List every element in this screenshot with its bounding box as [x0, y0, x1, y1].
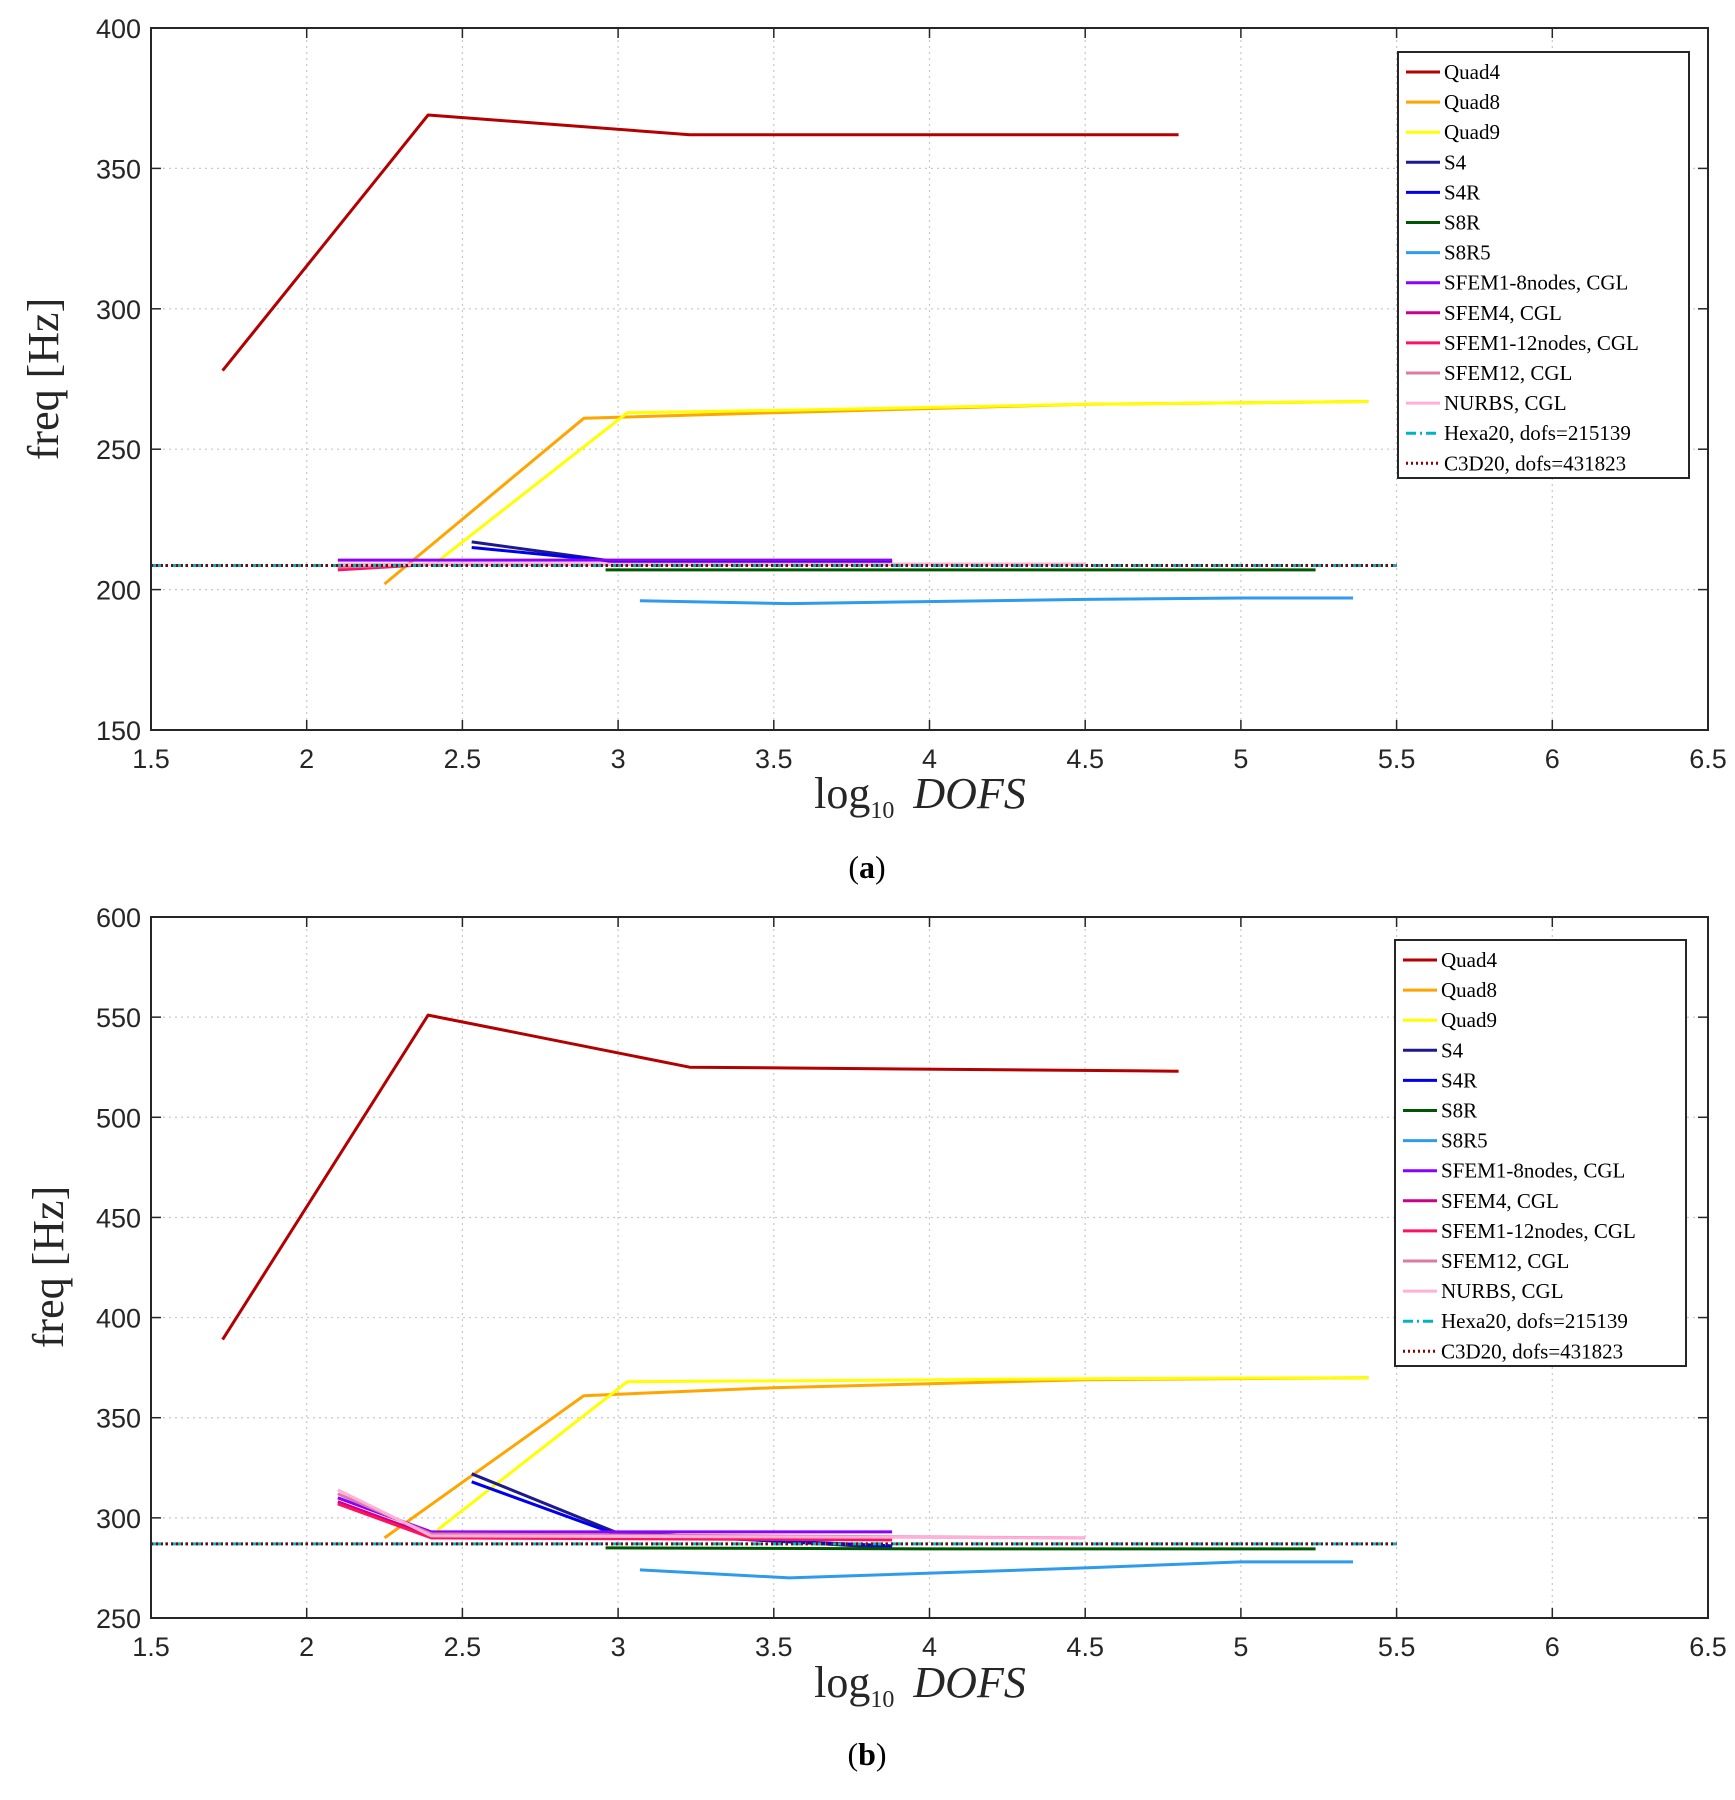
- series-line-s8r5: [639, 1560, 1353, 1580]
- y-tick-label: 450: [96, 1203, 141, 1233]
- legend-label: S8R: [1444, 211, 1480, 235]
- x-tick-label: 6.5: [1689, 744, 1727, 774]
- legend-label: C3D20, dofs=431823: [1441, 1339, 1623, 1363]
- x-tick-label: 2: [299, 1632, 314, 1662]
- plot-area: [151, 1013, 1397, 1580]
- y-tick-label: 150: [96, 716, 141, 746]
- series-line-s4: [471, 540, 893, 563]
- x-tick-label: 4: [922, 744, 937, 774]
- x-tick-label: 2.5: [444, 744, 482, 774]
- legend: Quad4 Quad8 Quad9 S4 S4R S8R S8R5 SFEM1-8nodes,…: [1394, 939, 1687, 1367]
- x-tick-label: 6: [1545, 744, 1560, 774]
- legend-label: SFEM1-12nodes, CGL: [1441, 1219, 1636, 1243]
- x-tick-label: 3.5: [755, 1632, 793, 1662]
- x-tick-label: 5: [1233, 744, 1248, 774]
- legend-label: Hexa20, dofs=215139: [1441, 1309, 1628, 1333]
- x-tick-label: 2.5: [444, 1632, 482, 1662]
- legend-label: SFEM1-8nodes, CGL: [1444, 271, 1628, 295]
- x-tick-label: 5.5: [1378, 1632, 1416, 1662]
- series-line-quad4: [221, 113, 1179, 372]
- x-axis-label: log10 DOFS: [814, 769, 1026, 824]
- x-tick-label: 4.5: [1066, 1632, 1104, 1662]
- chart-1: 1.5 2 2.5 3 3.5 4 4.5 5 5.5 6 6.5 150 200 250 300 350 40…: [19, 14, 1727, 885]
- series-line-quad4: [221, 1013, 1179, 1341]
- series-line-quad9: [436, 1376, 1369, 1532]
- legend-label: S4R: [1444, 180, 1480, 204]
- series-line-s8r: [605, 1546, 1316, 1551]
- legend-label: Quad4: [1441, 948, 1497, 972]
- x-tick-label: 6: [1545, 1632, 1560, 1662]
- legend-label: S8R5: [1444, 241, 1491, 265]
- legend-label: SFEM12, CGL: [1441, 1249, 1569, 1273]
- x-tick-label: 1.5: [132, 744, 170, 774]
- x-tick-label: 3.5: [755, 744, 793, 774]
- legend-label: Quad4: [1444, 60, 1500, 84]
- series-line-s8r5: [639, 596, 1353, 606]
- legend-label: SFEM4, CGL: [1441, 1189, 1559, 1213]
- legend-label: Quad8: [1441, 978, 1497, 1002]
- legend-label: NURBS, CGL: [1444, 391, 1567, 415]
- y-tick-label: 300: [96, 295, 141, 325]
- y-tick-label: 400: [96, 1304, 141, 1334]
- y-tick-label: 350: [96, 1404, 141, 1434]
- y-tick-label: 500: [96, 1103, 141, 1133]
- y-tick-label: 250: [96, 1604, 141, 1634]
- x-tick-label: 6.5: [1689, 1632, 1727, 1662]
- legend-box: [1397, 51, 1690, 479]
- y-tick-label: 600: [96, 903, 141, 933]
- y-tick-label: 300: [96, 1504, 141, 1534]
- legend-label: Quad9: [1441, 1008, 1497, 1032]
- legend-label: SFEM12, CGL: [1444, 361, 1572, 385]
- series-line-sfem1-8nodes-cgl: [337, 1496, 893, 1534]
- y-tick-label: 550: [96, 1003, 141, 1033]
- series-line-nurbs-cgl: [337, 1488, 1086, 1540]
- x-tick-label: 3: [611, 744, 626, 774]
- x-tick-label: 5: [1233, 1632, 1248, 1662]
- y-tick-label: 350: [96, 154, 141, 184]
- series-line-sfem1-12nodes-cgl: [337, 1502, 893, 1542]
- chart-2: 1.5 2 2.5 3 3.5 4 4.5 5 5.5 6 6.5 250 300 350 400 450 50…: [24, 903, 1727, 1772]
- legend-label: Quad9: [1444, 120, 1500, 144]
- plot-area: [151, 113, 1397, 606]
- x-tick-label: 4: [922, 1632, 937, 1662]
- legend-label: SFEM1-8nodes, CGL: [1441, 1159, 1625, 1183]
- x-tick-label: 1.5: [132, 1632, 170, 1662]
- x-axis-label: log10 DOFS: [814, 1658, 1026, 1713]
- legend-label: S4: [1441, 1038, 1464, 1062]
- x-tick-label: 5.5: [1378, 744, 1416, 774]
- series-line-quad9: [436, 400, 1369, 563]
- legend-label: S4: [1444, 150, 1467, 174]
- legend-label: Quad8: [1444, 90, 1500, 114]
- legend-label: S8R5: [1441, 1129, 1488, 1153]
- y-tick-label: 400: [96, 14, 141, 44]
- subfigure-caption: (a): [848, 849, 885, 885]
- x-tick-label: 4.5: [1066, 744, 1104, 774]
- y-tick-label: 200: [96, 576, 141, 606]
- legend-label: S8R: [1441, 1099, 1477, 1123]
- y-axis-label: freq [Hz]: [19, 298, 68, 460]
- legend-label: S4R: [1441, 1068, 1477, 1092]
- x-tick-label: 2: [299, 744, 314, 774]
- x-tick-label: 3: [611, 1632, 626, 1662]
- y-tick-label: 250: [96, 435, 141, 465]
- series-line-quad8: [383, 400, 1369, 586]
- legend-label: SFEM1-12nodes, CGL: [1444, 331, 1639, 355]
- y-axis-label: freq [Hz]: [24, 1186, 73, 1348]
- subfigure-caption: (b): [847, 1736, 886, 1772]
- legend: Quad4 Quad8 Quad9 S4 S4R S8R S8R5 SFEM1-8nodes,…: [1397, 51, 1690, 479]
- legend-label: SFEM4, CGL: [1444, 301, 1562, 325]
- legend-label: NURBS, CGL: [1441, 1279, 1564, 1303]
- legend-label: Hexa20, dofs=215139: [1444, 421, 1631, 445]
- legend-label: C3D20, dofs=431823: [1444, 451, 1626, 475]
- legend-box: [1394, 939, 1687, 1367]
